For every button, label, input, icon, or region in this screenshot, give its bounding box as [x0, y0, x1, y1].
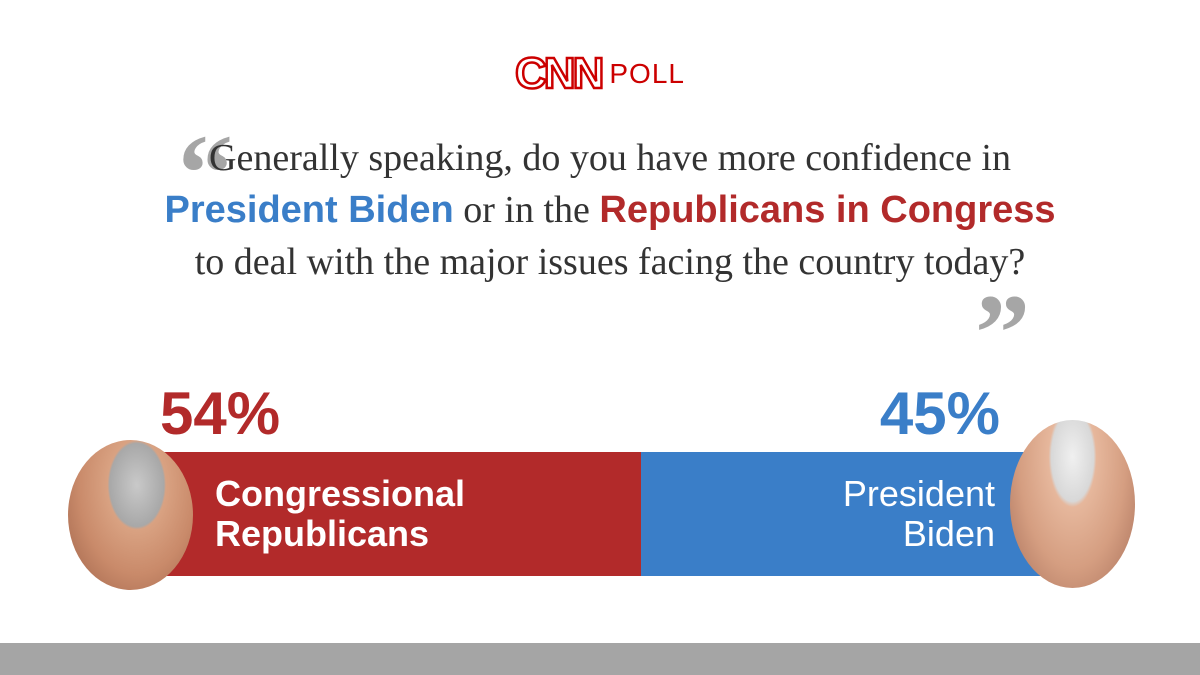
republicans-percent-label: 54%	[160, 380, 281, 447]
footer-strip	[0, 643, 1200, 675]
question-highlight-republicans: Republicans in Congress	[599, 189, 1056, 231]
bar-label-biden-line1: President	[842, 473, 995, 514]
bar-label-biden-line2: Biden	[902, 513, 995, 554]
question-highlight-biden: President Biden	[164, 189, 454, 231]
poll-bar: Congressional Republicans President Bide…	[150, 452, 1050, 576]
question-text-1: Generally speaking, do you have more con…	[209, 137, 1011, 179]
open-quote-icon: “	[178, 112, 233, 234]
cnn-logo: CNN	[514, 49, 606, 98]
bar-label-republicans-line1: Congressional	[215, 473, 466, 514]
question-text-3: to deal with the major issues facing the…	[194, 241, 1026, 283]
biden-percent-label: 45%	[879, 380, 1000, 447]
bar-biden: President Biden	[641, 452, 1050, 576]
poll-label: POLL	[609, 58, 685, 89]
poll-question: Generally speaking, do you have more con…	[150, 132, 1070, 288]
kevin-mccarthy-portrait	[68, 440, 193, 590]
cnn-poll-logo: CNN POLL	[0, 49, 1200, 98]
close-quote-icon: ”	[975, 272, 1030, 394]
bar-label-biden: President Biden	[843, 474, 995, 554]
question-text-2: or in the	[453, 189, 600, 231]
bar-label-republicans: Congressional Republicans	[215, 474, 465, 554]
bar-republicans: Congressional Republicans	[150, 452, 641, 576]
bar-label-republicans-line2: Republicans	[215, 513, 430, 554]
joe-biden-portrait	[1010, 420, 1135, 588]
